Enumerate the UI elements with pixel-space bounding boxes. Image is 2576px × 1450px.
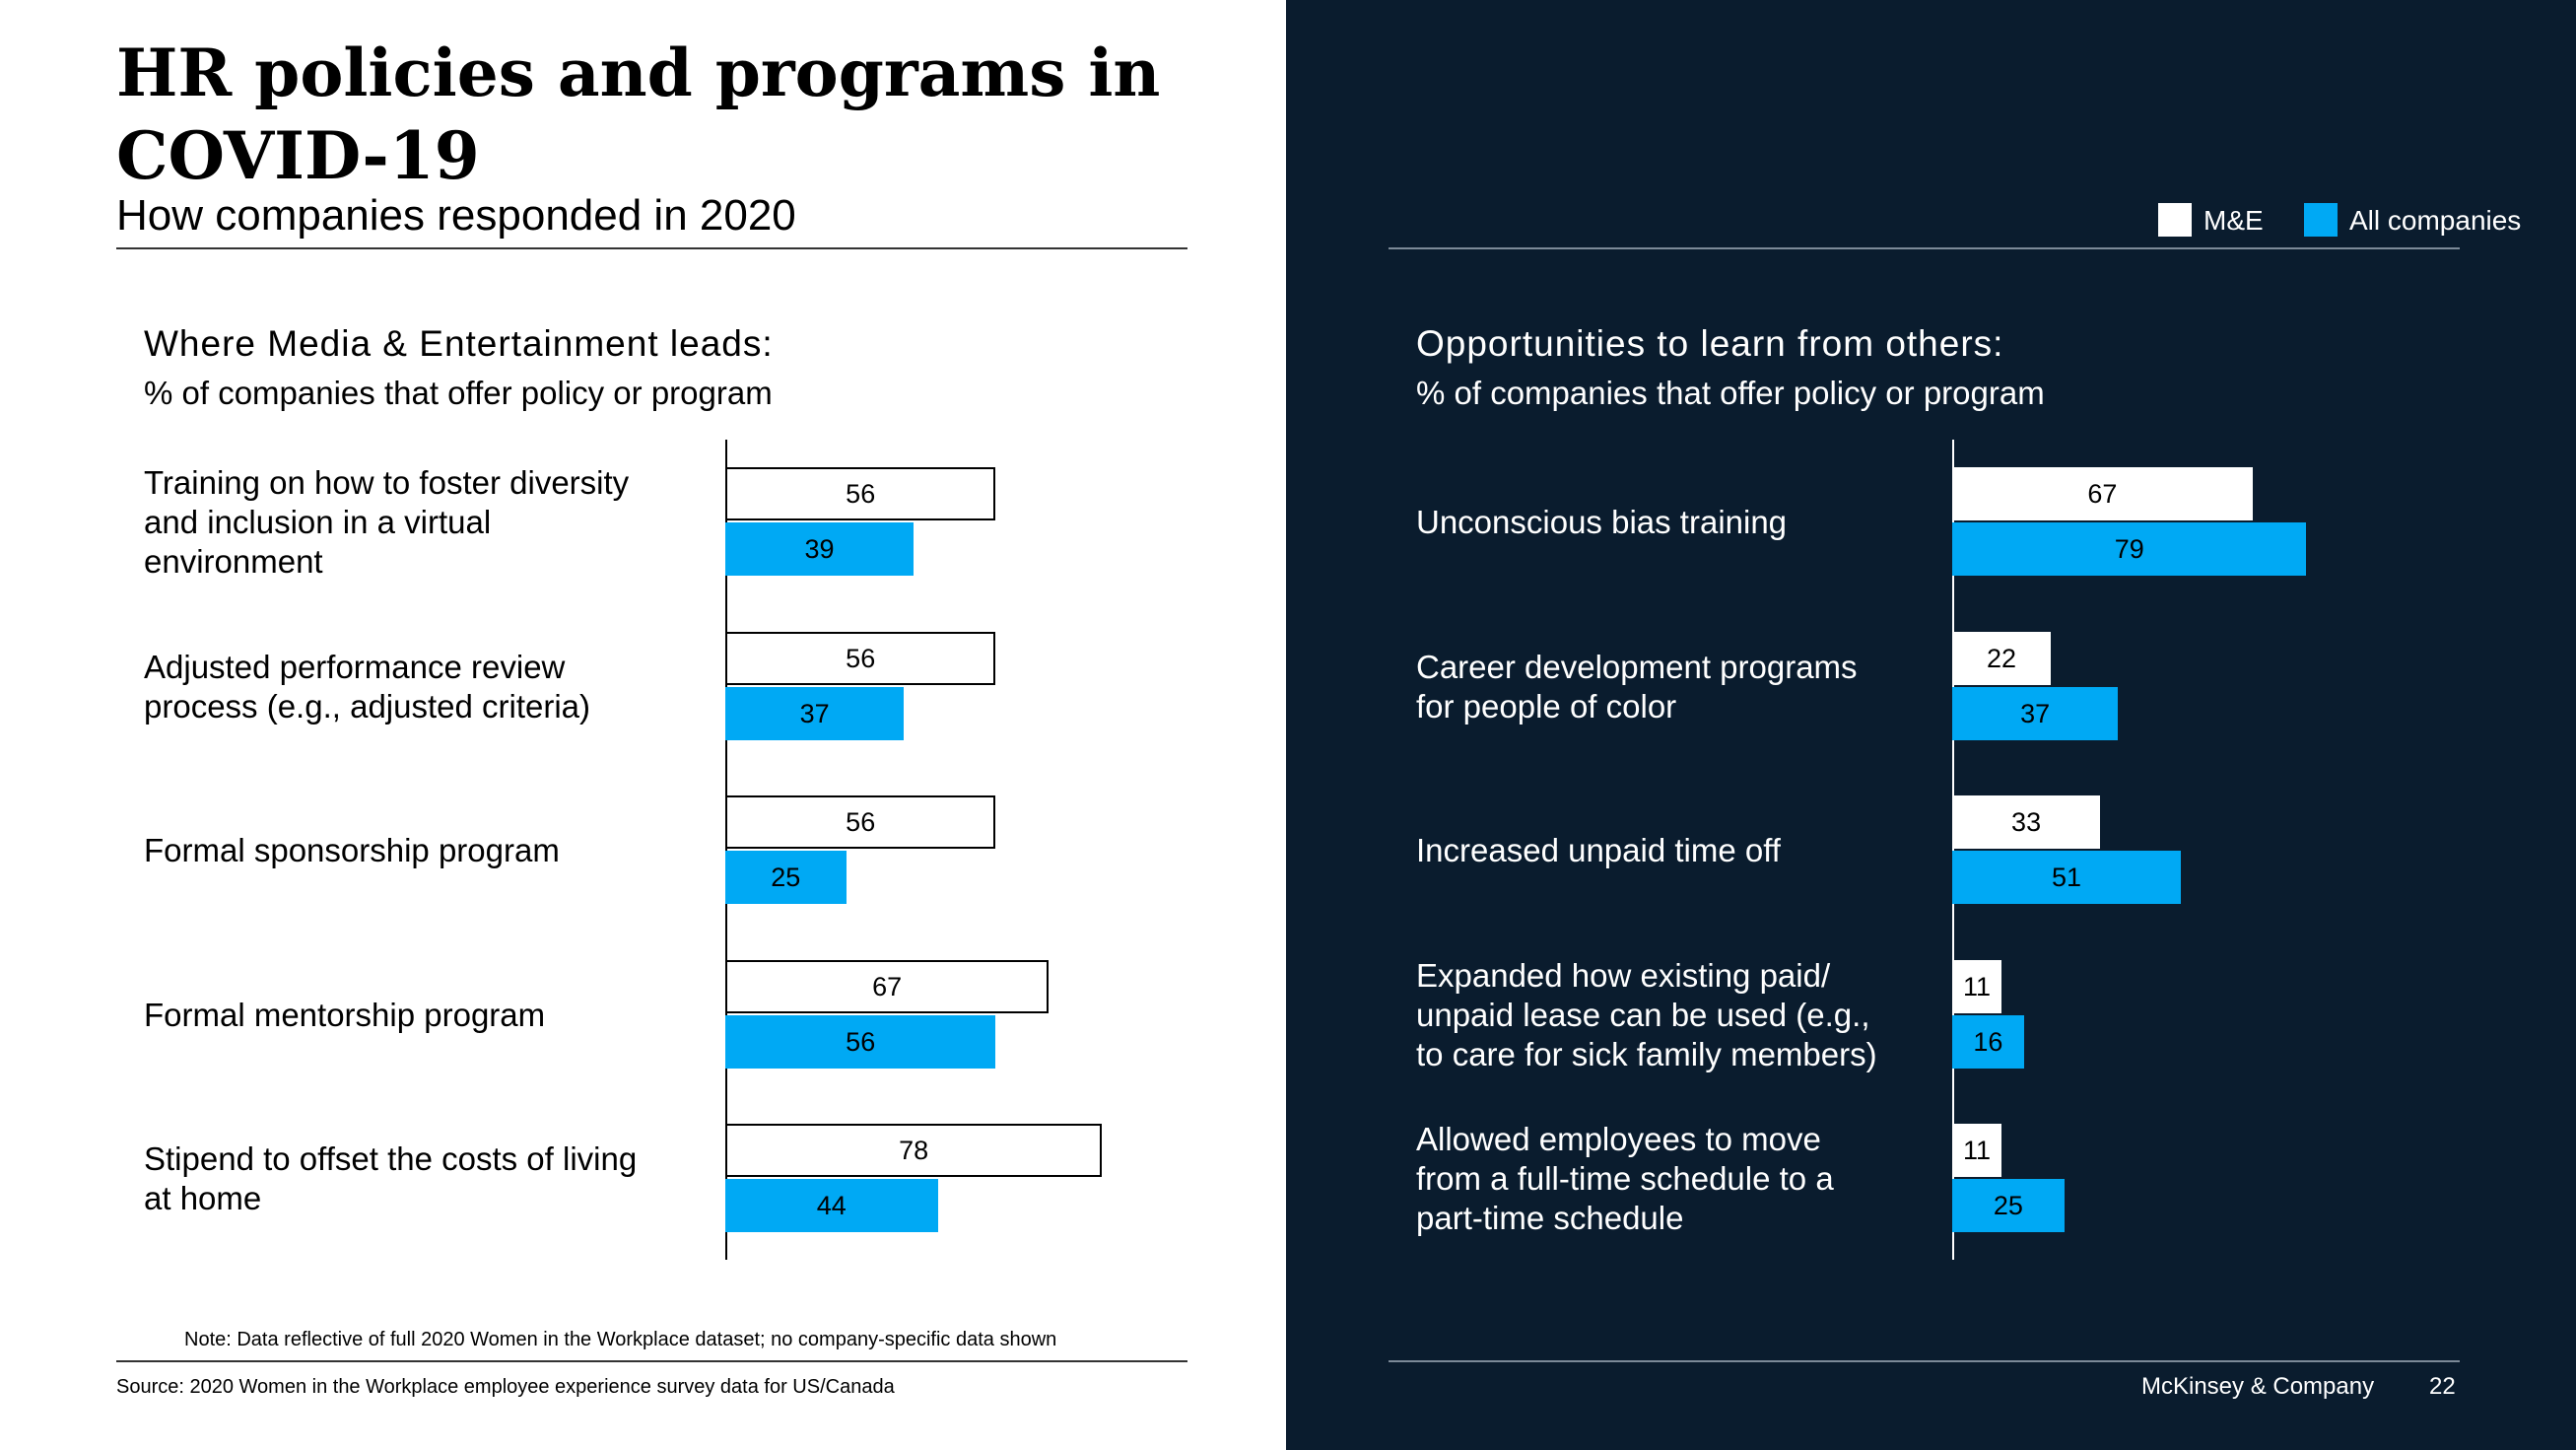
category-label: Expanded how existing paid/unpaid lease …: [1416, 956, 1877, 1074]
bar-all-companies: [1952, 1179, 2065, 1232]
data-label: 67: [2087, 479, 2118, 509]
category-label: Career development programs for people of…: [1416, 648, 1858, 726]
data-label: 51: [2052, 863, 2082, 892]
footer-source: Source: 2020 Women in the Workplace empl…: [116, 1376, 895, 1398]
right-section-title: Opportunities to learn from others:: [1416, 323, 2004, 364]
header-rule-left: [116, 247, 1187, 249]
data-label: 56: [846, 643, 876, 673]
category-label: Training on how to foster diversity and i…: [144, 463, 629, 582]
data-label: 39: [804, 534, 835, 564]
right-section-subtitle: % of companies that offer policy or prog…: [1416, 375, 2045, 411]
data-label: 16: [1973, 1026, 2003, 1057]
data-label: 44: [816, 1191, 847, 1220]
footer-note: Note: Data reflective of full 2020 Women…: [184, 1329, 1057, 1350]
bar-me: [725, 631, 996, 685]
footer-rule-right: [1389, 1360, 2460, 1362]
value-axis: [725, 440, 727, 1260]
bar-me: [725, 467, 996, 520]
data-label: 33: [2011, 807, 2042, 837]
bar-all-companies: [1952, 522, 2307, 576]
header-rule-right: [1389, 247, 2460, 249]
category-label-line: Formal sponsorship program: [144, 832, 560, 868]
page-subtitle: How companies responded in 2020: [116, 191, 796, 240]
bar-me: [1952, 1124, 2002, 1177]
category-label-line: process (e.g., adjusted criteria): [144, 687, 591, 725]
data-label: 11: [1963, 971, 1992, 1001]
category-label-line: Unconscious bias training: [1416, 504, 1788, 540]
category-label-line: Stipend to offset the costs of living: [144, 1140, 638, 1177]
data-label: 37: [799, 698, 830, 728]
left-section-title: Where Media & Entertainment leads:: [144, 323, 774, 364]
category-label-line: at home: [144, 1180, 262, 1216]
category-label-line: Expanded how existing paid/: [1416, 956, 1831, 994]
category-label-line: for people of color: [1416, 687, 1677, 725]
bar-all-companies: [1952, 851, 2182, 904]
data-label: 25: [1993, 1191, 2023, 1220]
category-label-line: from a full-time schedule to a: [1416, 1160, 1834, 1197]
left-panel: [0, 0, 1286, 1450]
data-label: 67: [872, 971, 903, 1001]
category-label: Allowed employees to move from a full-tim…: [1416, 1120, 1834, 1238]
category-label-line: Formal mentorship program: [144, 996, 546, 1033]
bar-all-companies: [725, 1179, 938, 1232]
data-label: 78: [899, 1136, 929, 1165]
bar-all-companies: [725, 851, 847, 904]
data-label: 22: [1987, 643, 2017, 673]
bar-all-companies: [725, 1014, 996, 1069]
category-label: Stipend to offset the costs of living at …: [144, 1139, 637, 1218]
category-label: Formal sponsorship program: [144, 831, 560, 870]
left-bar-chart: Training on how to foster diversity and i…: [0, 0, 1286, 1450]
bar-all-companies: [725, 522, 915, 576]
category-label-line: and inclusion in a virtual: [144, 504, 492, 540]
bar-all-companies: [725, 686, 905, 740]
category-label: Unconscious bias training: [1416, 503, 1787, 542]
category-label-line: Adjusted performance review: [144, 648, 566, 685]
legend-swatch-all: [2304, 203, 2338, 237]
right-panel: [1286, 0, 2576, 1450]
legend-label-me: M&E: [2203, 205, 2264, 236]
category-label: Formal mentorship program: [144, 996, 545, 1035]
bar-me: [1952, 631, 2052, 685]
bar-me: [1952, 795, 2101, 849]
data-label: 37: [2020, 698, 2051, 728]
bar-me: [725, 959, 1050, 1013]
page-number: 22: [2429, 1373, 2456, 1400]
data-label: 79: [2114, 534, 2144, 564]
page-title-line-1: HR policies and programs in: [116, 35, 1161, 111]
bar-all-companies: [1952, 1014, 2024, 1069]
category-label-line: part-time schedule: [1416, 1200, 1684, 1236]
bar-all-companies: [1952, 686, 2119, 740]
data-label: 56: [846, 1026, 876, 1057]
data-label: 56: [846, 807, 876, 837]
value-axis: [1952, 440, 1954, 1260]
category-label-line: Allowed employees to move: [1416, 1121, 1821, 1157]
category-label-line: Training on how to foster diversity: [144, 464, 630, 501]
category-label-line: environment: [144, 543, 323, 580]
data-label: 11: [1963, 1136, 1992, 1165]
category-label-line: Career development programs: [1416, 648, 1858, 685]
category-label: Adjusted performance review process (e.g.…: [144, 648, 590, 726]
data-label: 56: [846, 479, 876, 509]
bar-me: [1952, 467, 2253, 520]
legend-swatch-me: [2158, 203, 2192, 237]
data-label: 25: [771, 863, 801, 892]
brand-name: McKinsey & Company: [2141, 1373, 2375, 1400]
bar-me: [725, 1124, 1103, 1177]
legend-label-all: All companies: [2349, 205, 2522, 236]
category-label: Increased unpaid time off: [1416, 831, 1781, 870]
footer-rule-left: [116, 1360, 1187, 1362]
page-title: HR policies and programs in COVID-19: [116, 32, 1200, 197]
page-title-line-2: COVID-19: [116, 117, 480, 194]
category-label-line: to care for sick family members): [1416, 1035, 1877, 1072]
bar-me: [1952, 959, 2002, 1013]
category-label-line: unpaid lease can be used (e.g.,: [1416, 996, 1870, 1033]
left-section-subtitle: % of companies that offer policy or prog…: [144, 375, 773, 411]
category-label-line: Increased unpaid time off: [1416, 832, 1781, 868]
bar-me: [725, 795, 996, 849]
